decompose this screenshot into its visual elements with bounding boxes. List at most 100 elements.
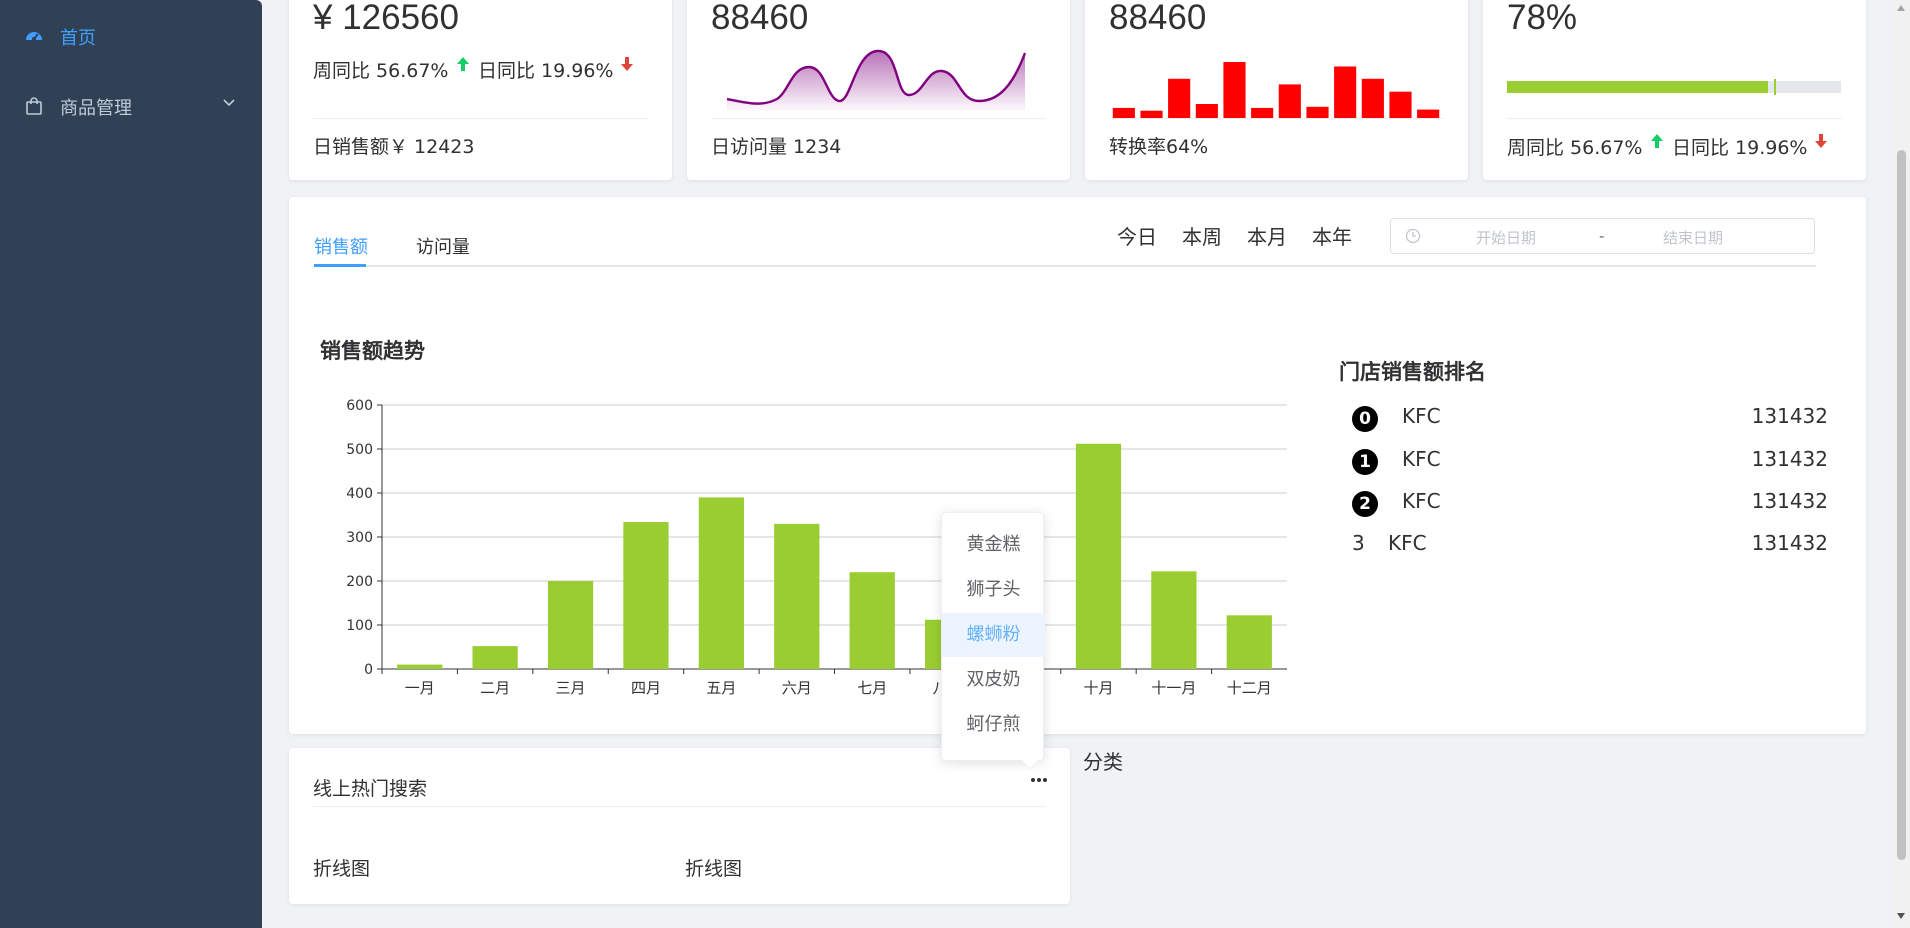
x-tick-label: 七月 (857, 679, 887, 697)
stat-card-visits: 88460 日访问量 1234 (687, 0, 1070, 180)
conversion-rate-text: 转换率64% (1109, 136, 1209, 158)
progress-value: 78% (1507, 0, 1578, 37)
progress-marker (1773, 79, 1776, 95)
scroll-up-icon[interactable] (1896, 4, 1906, 12)
mini-bar (1195, 104, 1218, 118)
chart-bar (849, 572, 895, 669)
y-tick-label: 200 (346, 574, 373, 590)
store-sales: 131432 (1751, 531, 1828, 555)
start-date-input[interactable]: 开始日期 (1476, 229, 1537, 247)
chart-bar (774, 523, 820, 669)
arrow-up-icon (1651, 134, 1663, 148)
chart-bar (1075, 443, 1122, 669)
store-sales: 131432 (1751, 489, 1828, 513)
end-date-input[interactable]: 结束日期 (1663, 229, 1724, 247)
y-tick-label: 100 (346, 618, 373, 634)
sidebar-item-home[interactable]: 首页 (0, 2, 262, 72)
divider (313, 806, 1046, 807)
mini-bar (1112, 107, 1135, 118)
tab-visits[interactable]: 访问量 (416, 237, 470, 258)
mini-bar (1140, 110, 1163, 118)
store-sales: 131432 (1751, 404, 1828, 428)
divider (313, 118, 648, 119)
rank-badge: 1 (1352, 449, 1378, 475)
dropdown-item[interactable]: 黄金糕 (966, 534, 1021, 555)
chart-title: 销售额趋势 (320, 339, 425, 363)
mini-bar (1278, 84, 1301, 118)
ranking-row: 2 KFC 131432 (1352, 489, 1828, 519)
ranking-row: 3 KFC 131432 (1352, 531, 1828, 561)
page-scrollbar[interactable] (1892, 0, 1910, 928)
store-name: KFC (1402, 447, 1441, 471)
stat-card-sales: ¥ 126560 周同比 56.67% 日同比 19.96% 日销售额￥ 124… (289, 0, 672, 180)
mini-bar (1361, 78, 1384, 118)
chart-bar (397, 664, 443, 669)
range-month-button[interactable]: 本月 (1247, 225, 1287, 249)
y-tick-label: 600 (346, 398, 373, 414)
store-name: KFC (1388, 531, 1427, 555)
x-tick-label: 十二月 (1227, 679, 1272, 697)
x-tick-label: 五月 (706, 679, 736, 697)
ranking-row: 0 KFC 131432 (1352, 404, 1828, 434)
mini-bar (1417, 109, 1440, 118)
arrow-down-icon (621, 57, 633, 71)
y-tick-label: 400 (346, 486, 373, 502)
dashboard-icon (26, 32, 42, 41)
scroll-down-icon[interactable] (1896, 912, 1906, 920)
range-year-button[interactable]: 本年 (1312, 225, 1352, 249)
store-name: KFC (1402, 489, 1441, 513)
progress-track (1507, 79, 1841, 95)
hot-search-card: 线上热门搜索 折线图 折线图 (289, 748, 1070, 904)
range-today-button[interactable]: 今日 (1117, 225, 1157, 249)
x-tick-label: 十一月 (1151, 679, 1196, 697)
mini-bar (1251, 107, 1274, 118)
store-name: KFC (1402, 404, 1441, 428)
dropdown-menu: 黄金糕 狮子头 螺蛳粉 双皮奶 蚵仔煎 (941, 512, 1045, 770)
sidebar-item-product-management[interactable]: 商品管理 (0, 72, 262, 142)
scrollbar-thumb[interactable] (1897, 150, 1906, 860)
dropdown-item[interactable]: 狮子头 (966, 579, 1021, 600)
store-sales: 131432 (1751, 447, 1828, 471)
mini-bar (1168, 78, 1191, 118)
payments-value: 88460 (1109, 0, 1207, 37)
stat-card-conversion: 88460 转换率64% (1085, 0, 1468, 180)
shopping-bag-icon (26, 97, 42, 115)
divider (1507, 118, 1842, 119)
week-compare-text: 周同比 56.67% (313, 60, 449, 82)
sales-panel: 销售额 访问量 今日 本周 本月 本年 销售额趋势 0 100 200 300 400 5… (289, 197, 1866, 734)
arrow-up-icon (457, 57, 469, 71)
date-range-picker[interactable]: 开始日期 - 结束日期 (1390, 218, 1815, 254)
divider (1109, 118, 1444, 119)
visits-value: 88460 (711, 0, 809, 37)
tabs-baseline (314, 265, 1816, 267)
daily-visits-text: 日访问量 1234 (711, 136, 842, 158)
dropdown-item[interactable]: 蚵仔煎 (966, 714, 1021, 735)
chart-bar (1151, 571, 1197, 669)
x-tick-label: 三月 (556, 679, 586, 697)
range-week-button[interactable]: 本周 (1182, 225, 1222, 249)
tab-sales[interactable]: 销售额 (314, 237, 368, 258)
chart-bar (547, 581, 594, 669)
x-tick-label: 十月 (1083, 679, 1113, 697)
line-chart-label: 折线图 (313, 858, 371, 880)
chart-bar (623, 522, 669, 669)
mini-bar (1334, 66, 1357, 118)
dropdown-item[interactable]: 双皮奶 (966, 669, 1021, 690)
more-dots-icon[interactable] (1029, 772, 1049, 788)
y-tick-label: 0 (364, 662, 373, 678)
day-compare-text: 日同比 19.96% (478, 60, 614, 82)
sidebar: 首页 商品管理 (0, 0, 262, 928)
progress-fill (1507, 81, 1768, 93)
sidebar-item-label: 首页 (60, 28, 96, 49)
visits-area-chart (727, 49, 1027, 111)
divider (711, 118, 1046, 119)
daily-sales-text: 日销售额￥ 12423 (313, 136, 475, 158)
line-chart-label: 折线图 (685, 858, 743, 880)
y-tick-label: 500 (346, 442, 373, 458)
dropdown-item-highlighted[interactable]: 螺蛳粉 (942, 613, 1045, 657)
ranking-title: 门店销售额排名 (1339, 360, 1486, 384)
sales-bar-chart: 0100200300400500600一月二月三月四月五月六月七月八月九月十月十… (346, 398, 1287, 697)
stat-card-progress: 78% 周同比 56.67% 日同比 19.96% (1483, 0, 1866, 180)
tab-active-indicator (314, 264, 366, 267)
conversion-bar-chart (1112, 62, 1440, 118)
